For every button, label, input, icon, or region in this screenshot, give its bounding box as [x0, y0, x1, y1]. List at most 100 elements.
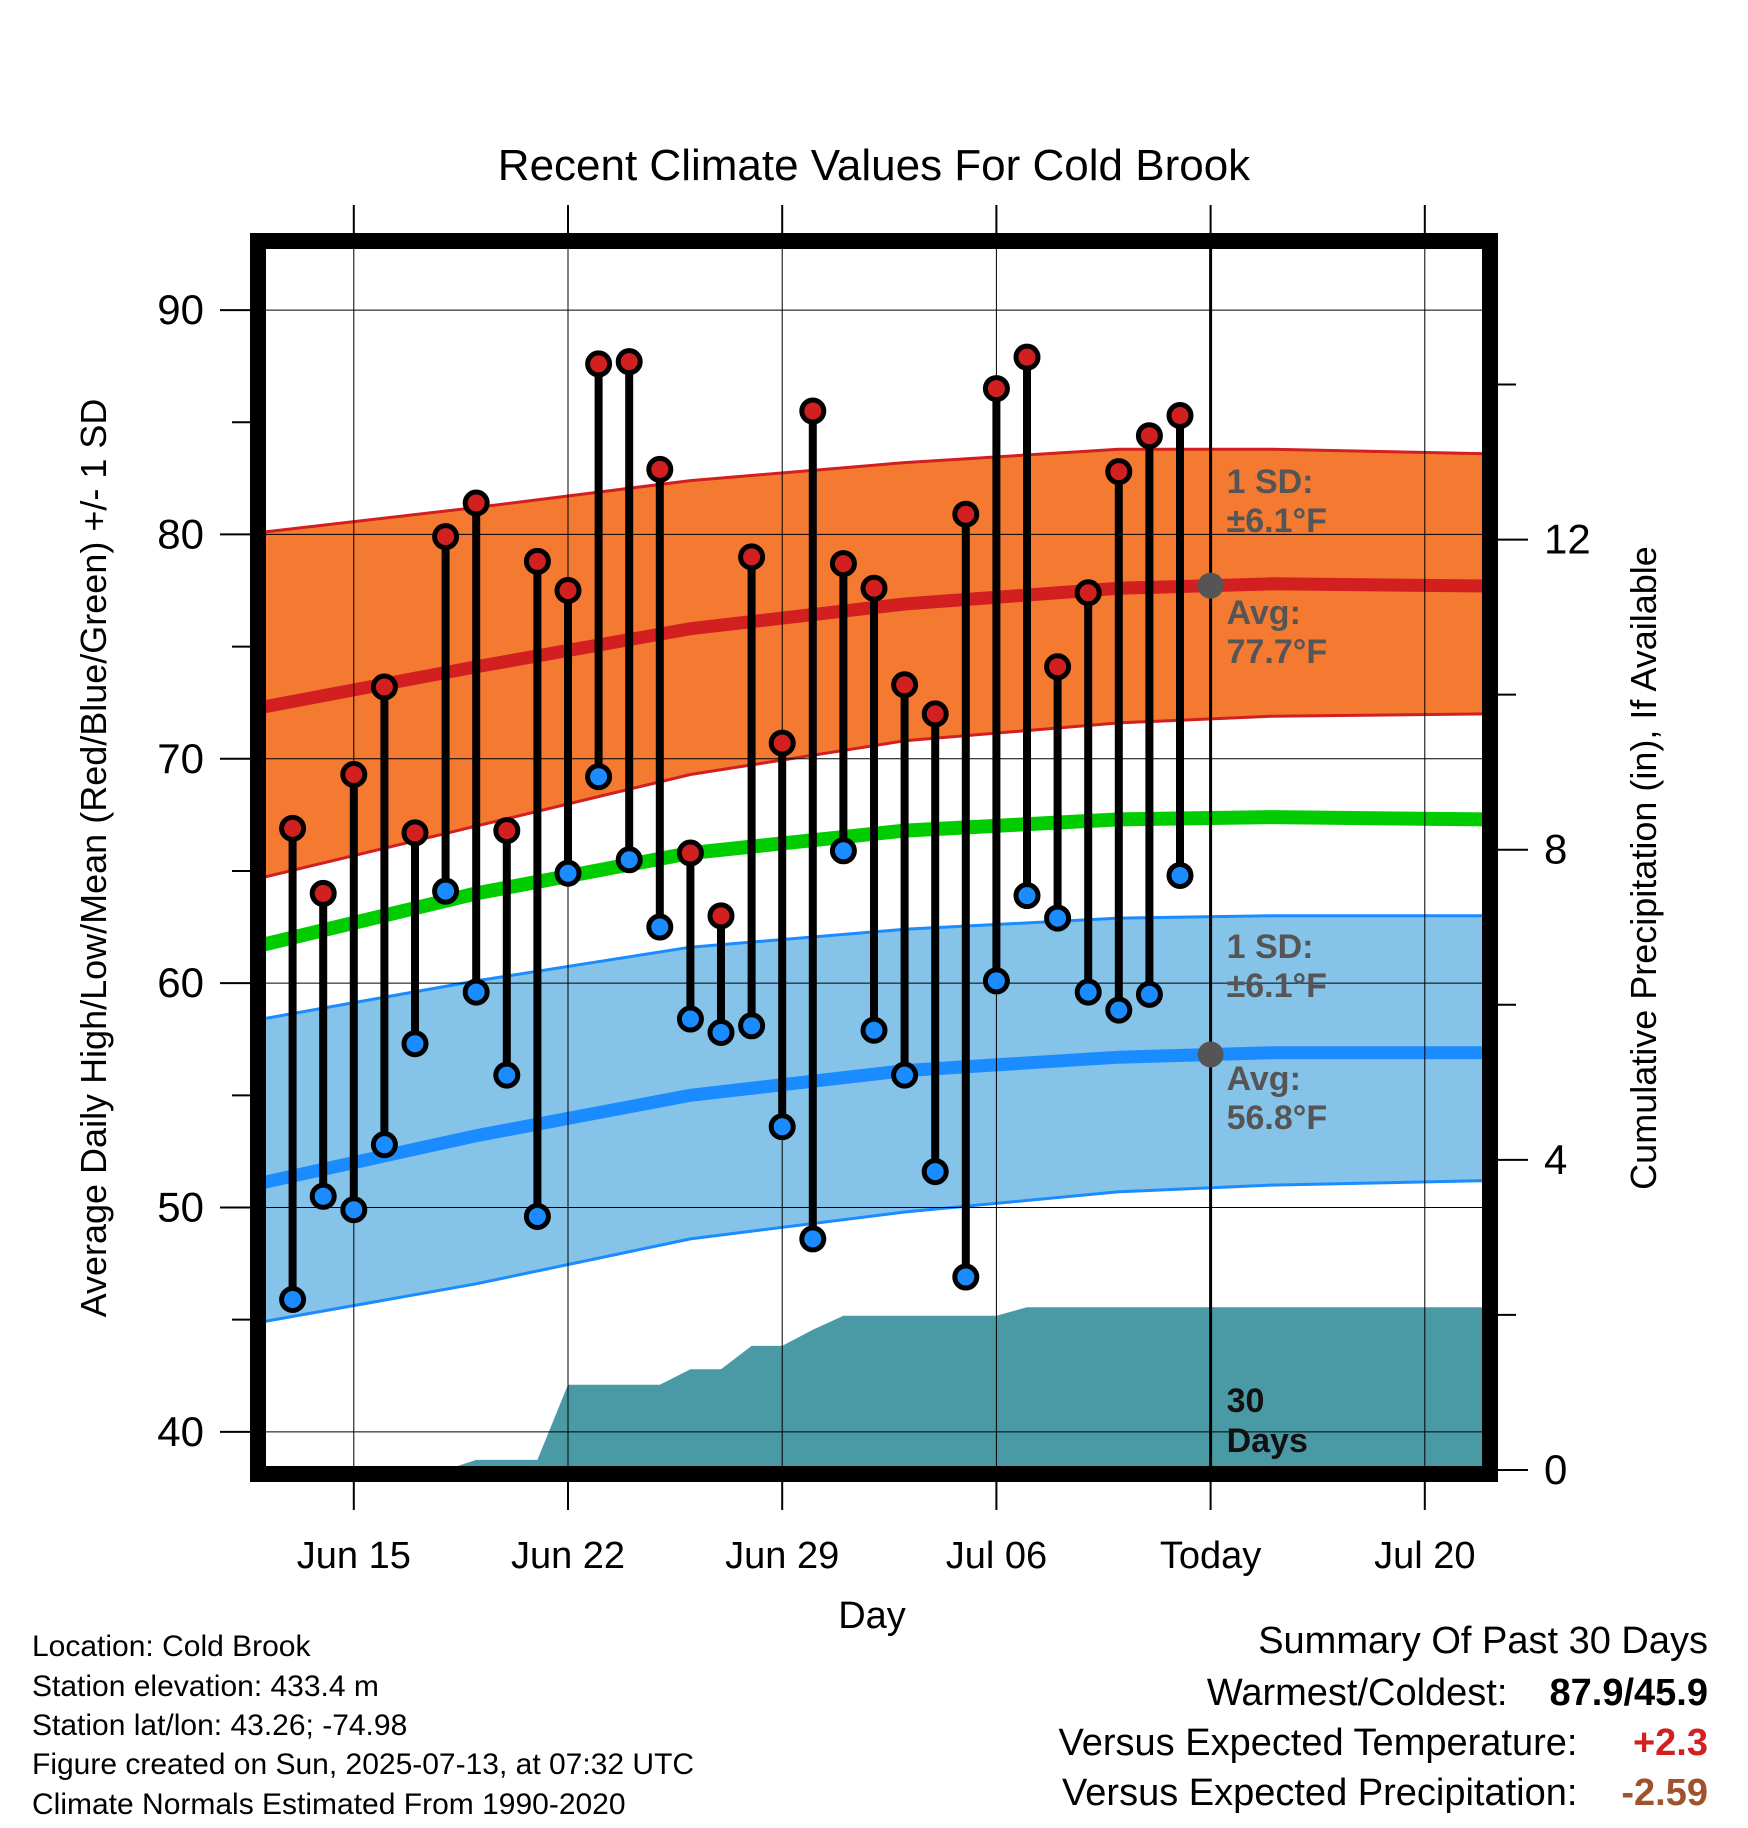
daily-high-point — [799, 397, 827, 425]
daily-high-point — [646, 455, 674, 483]
precip-days-label: Days — [1227, 1422, 1308, 1460]
x-tick-label: Jun 15 — [297, 1535, 411, 1577]
high-sd-value: ±6.1°F — [1227, 502, 1327, 540]
summary-precip-label: Versus Expected Precipitation: — [1062, 1772, 1578, 1814]
daily-low-point — [829, 837, 857, 865]
chart-title: Recent Climate Values For Cold Brook — [498, 141, 1251, 190]
daily-low-point — [676, 1005, 704, 1033]
daily-high-point — [1074, 579, 1102, 607]
daily-low-point — [1044, 904, 1072, 932]
daily-high-point — [829, 550, 857, 578]
daily-low-point — [523, 1202, 551, 1230]
summary-warm-cold: Warmest/Coldest: 87.9/45.9 — [1207, 1672, 1708, 1715]
daily-high-point — [432, 523, 460, 551]
high-avg-value: 77.7°F — [1227, 633, 1328, 671]
low-sd-value: ±6.1°F — [1227, 967, 1327, 1005]
today-avg-high-marker — [1197, 572, 1224, 599]
axes: 40 50 60 70 80 90 0 4 8 12 Jun 15 Jun 22 Jun 29 Jul 0… — [157, 205, 1591, 1577]
daily-high-point — [707, 902, 735, 930]
x-tick-label: Jul 20 — [1374, 1535, 1475, 1577]
y2-tick-label: 12 — [1544, 516, 1591, 563]
daily-high-point — [860, 574, 888, 602]
daily-high-point — [585, 350, 613, 378]
daily-low-point — [646, 913, 674, 941]
daily-low-point — [860, 1016, 888, 1044]
low-sd-label: 1 SD: — [1227, 928, 1314, 966]
daily-low-point — [982, 967, 1010, 995]
daily-low-point — [432, 877, 460, 905]
info-latlon: Station lat/lon: 43.26; -74.98 — [32, 1709, 408, 1742]
daily-high-point — [1105, 458, 1133, 486]
daily-low-point — [370, 1131, 398, 1159]
y-tick-label: 60 — [157, 959, 204, 1006]
daily-low-point — [1135, 980, 1163, 1008]
y2-tick-label: 8 — [1544, 826, 1567, 873]
daily-low-point — [279, 1285, 307, 1313]
daily-low-point — [340, 1196, 368, 1224]
daily-high-point — [340, 760, 368, 788]
daily-high-point — [370, 673, 398, 701]
y-tick-label: 80 — [157, 510, 204, 557]
daily-high-point — [1166, 402, 1194, 430]
daily-high-point — [1013, 343, 1041, 371]
summary-warm-cold-value: 87.9/45.9 — [1549, 1672, 1708, 1714]
summary-precip: Versus Expected Precipitation: -2.59 — [1062, 1772, 1708, 1815]
today-avg-low-marker — [1197, 1041, 1224, 1068]
y-axis-label: Average Daily High/Low/Mean (Red/Blue/Gr… — [73, 399, 114, 1318]
info-elevation: Station elevation: 433.4 m — [32, 1670, 379, 1703]
y-tick-label: 50 — [157, 1184, 204, 1231]
summary-temp: Versus Expected Temperature: +2.3 — [1059, 1722, 1708, 1765]
daily-high-point — [982, 375, 1010, 403]
daily-high-point — [554, 577, 582, 605]
low-avg-label: Avg: — [1227, 1060, 1301, 1098]
daily-low-point — [1074, 978, 1102, 1006]
x-axis-label: Day — [838, 1595, 906, 1637]
x-tick-label: Jul 06 — [946, 1535, 1047, 1577]
daily-low-point — [401, 1030, 429, 1058]
daily-low-point — [462, 978, 490, 1006]
y2-axis-label: Cumulative Precipitation (in), If Availa… — [1623, 546, 1664, 1190]
high-avg-label: Avg: — [1227, 594, 1301, 632]
daily-low-point — [799, 1225, 827, 1253]
x-tick-label: Today — [1160, 1535, 1261, 1577]
y-tick-label: 70 — [157, 735, 204, 782]
low-avg-value: 56.8°F — [1227, 1099, 1328, 1137]
daily-low-point — [1105, 996, 1133, 1024]
daily-high-point — [279, 814, 307, 842]
summary-warm-cold-label: Warmest/Coldest: — [1206, 1672, 1508, 1714]
y2-tick-label: 4 — [1544, 1136, 1567, 1183]
daily-high-point — [1135, 422, 1163, 450]
low-sd-band-lower-edge — [262, 1179, 1486, 1324]
daily-high-point — [952, 500, 980, 528]
daily-high-point — [738, 543, 766, 571]
daily-high-point — [768, 729, 796, 757]
daily-low-point — [615, 846, 643, 874]
info-location: Location: Cold Brook — [32, 1630, 311, 1663]
daily-low-point — [554, 859, 582, 887]
daily-high-point — [891, 671, 919, 699]
daily-low-point — [768, 1113, 796, 1141]
y-tick-label: 90 — [157, 286, 204, 333]
daily-low-point — [952, 1263, 980, 1291]
daily-high-point — [401, 819, 429, 847]
daily-low-point — [493, 1061, 521, 1089]
x-tick-label: Jun 22 — [511, 1535, 625, 1577]
daily-low-point — [921, 1158, 949, 1186]
daily-high-point — [615, 348, 643, 376]
daily-low-point — [891, 1061, 919, 1089]
daily-high-point — [493, 817, 521, 845]
precip-days-number: 30 — [1227, 1382, 1265, 1420]
daily-low-point — [309, 1182, 337, 1210]
daily-high-point — [921, 700, 949, 728]
daily-high-point — [309, 879, 337, 907]
info-normals: Climate Normals Estimated From 1990-2020 — [32, 1788, 626, 1821]
y2-tick-label: 0 — [1544, 1446, 1567, 1493]
x-tick-label: Jun 29 — [725, 1535, 839, 1577]
daily-low-point — [738, 1012, 766, 1040]
info-created: Figure created on Sun, 2025-07-13, at 07… — [32, 1748, 695, 1781]
daily-high-point — [1044, 653, 1072, 681]
summary-temp-value: +2.3 — [1632, 1722, 1708, 1764]
high-sd-label: 1 SD: — [1227, 463, 1314, 501]
y-tick-label: 40 — [157, 1408, 204, 1455]
